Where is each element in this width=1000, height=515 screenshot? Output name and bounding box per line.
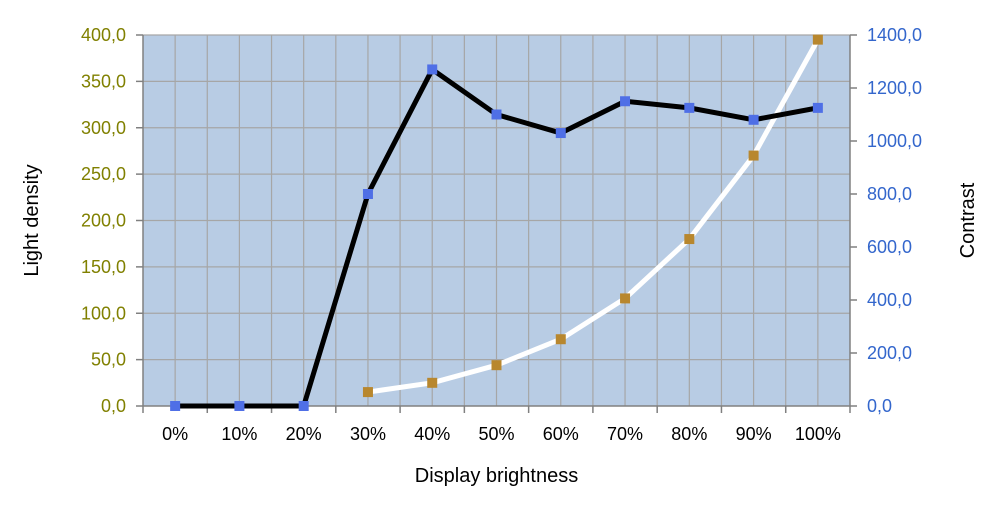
x-tick-label: 90% [736,424,772,444]
data-point [748,114,759,125]
data-point [491,360,502,371]
y-tick-label: 0,0 [101,396,126,416]
y2-tick-label: 1200,0 [867,78,922,98]
data-point [555,334,566,345]
y-tick-label: 200,0 [81,211,126,231]
x-tick-label: 80% [671,424,707,444]
x-tick-label: 20% [286,424,322,444]
tick-labels: 0,0 50,0 100,0 150,0 200,0 250,0 300,0 350,0 400… [81,25,922,444]
data-point [812,34,823,45]
y-tick-label: 100,0 [81,303,126,323]
y2-tick-label: 200,0 [867,343,912,363]
x-tick-label: 70% [607,424,643,444]
y-tick-label: 300,0 [81,118,126,138]
y-tick-label: 50,0 [91,350,126,370]
data-point [427,377,438,388]
data-point [362,189,373,199]
series [170,34,823,411]
data-point [298,401,309,411]
series-2 [170,64,823,411]
x-tick-label: 0% [162,424,188,444]
series-line [365,37,821,395]
y2-tick-label: 1000,0 [867,131,922,151]
data-point [620,96,631,107]
y2-tick-label: 800,0 [867,184,912,204]
y-tick-label: 350,0 [81,71,126,91]
grid-lines [143,34,850,406]
y2-tick-label: 400,0 [867,290,912,310]
x-tick-label: 10% [221,424,257,444]
x-tick-label: 30% [350,424,386,444]
data-point [812,102,823,113]
x-tick-label: 60% [543,424,579,444]
x-tick-label: 50% [478,424,514,444]
y2-axis-title: Contrast [957,182,979,258]
y-tick-label: 250,0 [81,164,126,184]
series-1 [362,34,823,398]
y2-tick-label: 600,0 [867,237,912,257]
data-point [620,293,631,304]
data-point [170,401,181,411]
data-point [684,102,695,113]
data-point [684,234,695,245]
data-point [748,150,759,161]
y2-tick-label: 0,0 [867,396,892,416]
data-point [234,401,245,411]
y-tick-label: 150,0 [81,257,126,277]
x-axis-title: Display brightness [415,465,578,487]
data-point [491,109,502,120]
data-point [427,64,438,75]
data-point [362,387,373,398]
data-point [555,128,566,139]
y-tick-label: 400,0 [81,25,126,45]
y2-tick-label: 1400,0 [867,25,922,45]
x-tick-label: 40% [414,424,450,444]
x-tick-label: 100% [795,424,841,444]
y-axis-title: Light density [21,164,43,276]
